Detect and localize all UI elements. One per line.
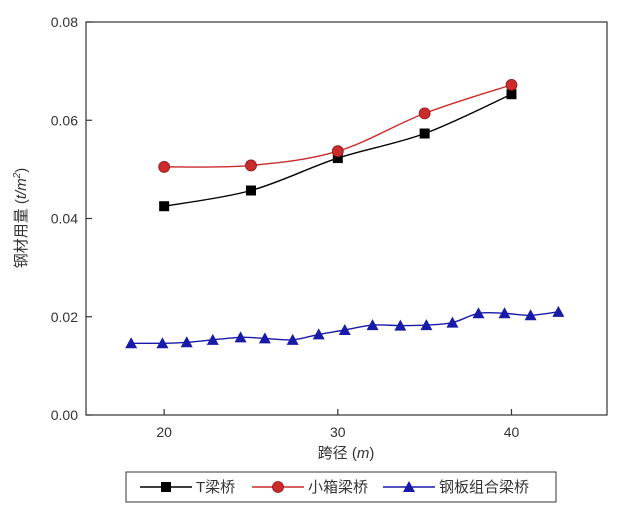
circle-marker — [505, 78, 518, 91]
square-marker — [332, 153, 343, 164]
triangle-marker — [286, 333, 299, 345]
y-tick-label: 0.04 — [51, 211, 78, 227]
legend-frame — [125, 471, 557, 503]
triangle-marker — [206, 333, 219, 345]
x-tick-label: 40 — [504, 424, 520, 440]
legend: T梁桥 小箱梁桥 钢板组合梁桥 — [125, 471, 557, 503]
triangle-marker — [394, 319, 407, 331]
triangle-marker — [312, 328, 325, 340]
x-tick-label: 20 — [156, 424, 172, 440]
y-tick-label: 0.06 — [51, 112, 78, 128]
triangle-marker — [524, 309, 537, 321]
y-tick-label: 0.02 — [51, 309, 78, 325]
triangle-marker — [234, 331, 247, 343]
triangle-marker — [180, 336, 193, 348]
legend-triangle-marker — [403, 481, 415, 492]
x-axis-title: 跨径 (m) — [318, 445, 375, 462]
circle-marker — [418, 107, 431, 120]
circle-marker — [331, 145, 344, 158]
series-group — [125, 78, 565, 349]
legend-label: T梁桥 — [196, 479, 235, 496]
triangle-marker — [258, 332, 271, 344]
triangle-marker — [498, 307, 511, 319]
triangle-marker — [366, 319, 379, 331]
legend-item-small-box-girder: 小箱梁桥 — [252, 479, 368, 496]
triangle-marker — [156, 337, 169, 349]
circle-marker — [245, 159, 257, 172]
y-axis-title: 钢材用量 (t/m2) — [12, 168, 30, 269]
legend-label: 小箱梁桥 — [308, 479, 368, 496]
plot-frame — [85, 21, 608, 416]
triangle-marker — [420, 319, 433, 331]
legend-item-t-beam: T梁桥 — [140, 479, 235, 496]
legend-circle-marker — [272, 481, 284, 493]
circle-marker — [158, 161, 171, 173]
square-marker — [506, 89, 517, 100]
square-marker — [159, 201, 170, 212]
x-tick-label: 30 — [330, 424, 346, 440]
triangle-marker — [125, 337, 138, 349]
square-marker — [419, 128, 430, 139]
legend-square-marker — [161, 482, 171, 492]
triangle-marker — [338, 324, 351, 336]
triangle-marker — [472, 307, 485, 319]
y-tick-label: 0.00 — [51, 407, 78, 423]
legend-item-steel-plate-composite: 钢板组合梁桥 — [383, 478, 529, 496]
y-tick-label: 0.08 — [51, 14, 78, 30]
axis-ticks: 20 30 40 0.00 0.02 0.04 0.06 0.08 — [51, 14, 520, 440]
triangle-marker — [552, 305, 565, 317]
legend-label: 钢板组合梁桥 — [439, 478, 529, 496]
triangle-marker — [446, 316, 459, 328]
square-marker — [245, 185, 256, 196]
